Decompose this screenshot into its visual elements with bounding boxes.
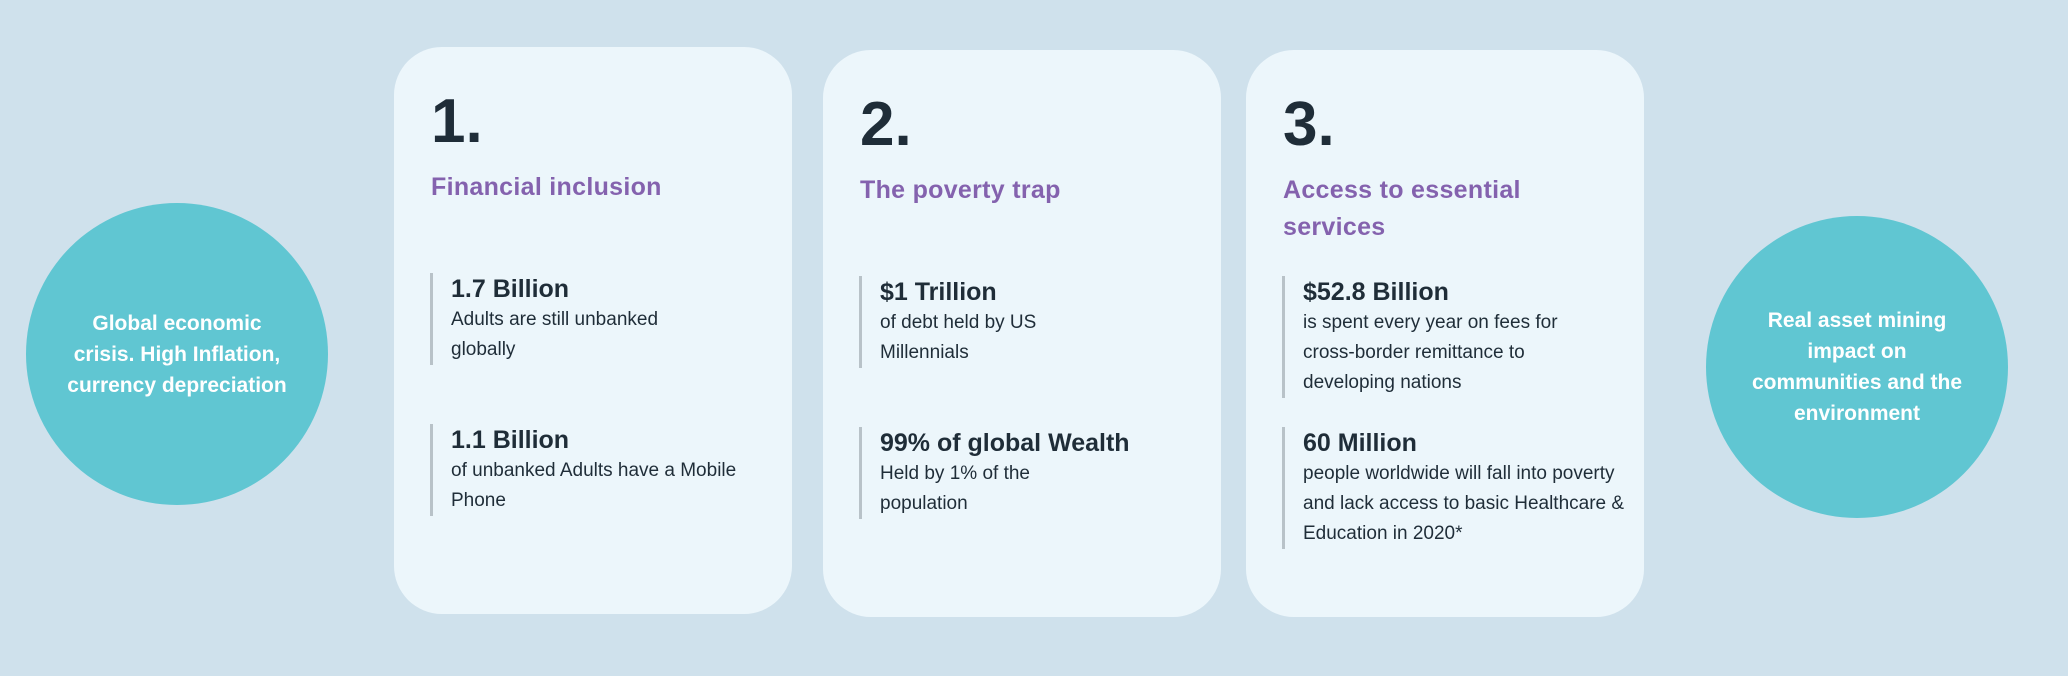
stat-block: 1.1 Billion of unbanked Adults have a Mo… xyxy=(430,424,781,516)
stat-block: 60 Million people worldwide will fall in… xyxy=(1282,427,1633,549)
card-number: 3. xyxy=(1283,90,1335,159)
card-number: 2. xyxy=(860,90,912,159)
stat-headline: 60 Million xyxy=(1303,429,1417,457)
stat-block: $52.8 Billion is spent every year on fee… xyxy=(1282,276,1633,398)
card-title: Financial inclusion xyxy=(431,173,662,201)
card-title: The poverty trap xyxy=(860,176,1061,204)
stat-headline: 1.7 Billion xyxy=(451,275,570,303)
stat-block: 99% of global Wealth Held by 1% of the p… xyxy=(859,427,1210,519)
stat-text: Adults are still unbanked globally xyxy=(451,309,659,360)
left-circle: Global economic crisis. High Inflation, … xyxy=(26,203,328,505)
card-financial-inclusion: 1. Financial inclusion 1.7 Billion Adult… xyxy=(394,47,792,614)
card-title: Access to essential services xyxy=(1283,176,1521,241)
stat-headline: $52.8 Billion xyxy=(1303,278,1449,306)
card-essential-services: 3. Access to essential services $52.8 Bi… xyxy=(1246,50,1644,617)
left-circle-text: Global economic crisis. High Inflation, … xyxy=(67,311,287,397)
right-circle-text: Real asset mining impact on communities … xyxy=(1751,309,1963,425)
card-poverty-trap: 2. The poverty trap $1 Trillion of debt … xyxy=(823,50,1221,617)
stat-headline: $1 Trillion xyxy=(880,278,997,306)
stat-block: $1 Trillion of debt held by US Millennia… xyxy=(859,276,1210,368)
stat-text: Held by 1% of the population xyxy=(880,463,1030,514)
stat-text: of debt held by US Millennials xyxy=(880,312,1037,363)
stat-headline: 99% of global Wealth xyxy=(880,429,1130,457)
stat-text: is spent every year on fees for cross-bo… xyxy=(1303,312,1558,393)
stat-text: people worldwide will fall into poverty … xyxy=(1303,463,1625,544)
card-number: 1. xyxy=(431,87,483,156)
stat-headline: 1.1 Billion xyxy=(451,426,570,454)
stat-text: of unbanked Adults have a Mobile Phone xyxy=(451,460,737,511)
right-circle: Real asset mining impact on communities … xyxy=(1706,216,2008,518)
stat-block: 1.7 Billion Adults are still unbanked gl… xyxy=(430,273,781,365)
